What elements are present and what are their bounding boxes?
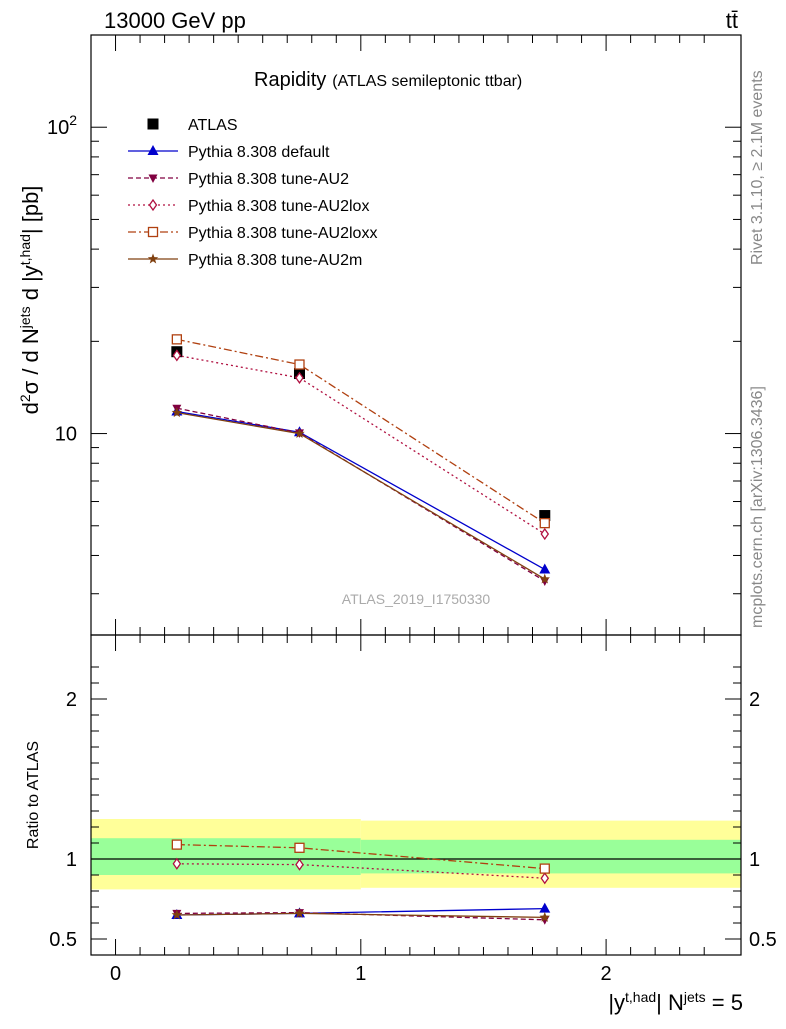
- legend-label: Pythia 8.308 default: [188, 144, 330, 161]
- chart-watermark: ATLAS_2019_I1750330: [342, 591, 491, 607]
- ytick-label-right: 1: [749, 849, 760, 871]
- data-point: [171, 909, 183, 920]
- series-line: [176, 354, 546, 535]
- ytick-label: 10: [55, 424, 77, 446]
- legend-marker: [147, 145, 159, 155]
- xtick-label: 0: [110, 963, 121, 985]
- xtick-label: 2: [601, 963, 612, 985]
- rivet-label: Rivet 3.1.10, ≥ 2.1M events: [749, 70, 766, 265]
- ytick-label: 1: [66, 849, 77, 871]
- legend-label: Pythia 8.308 tune-AU2loxx: [188, 225, 377, 242]
- ytick-label: 0.5: [49, 929, 77, 951]
- main-ylabel: d2σ / d Njets d |yt,had| [pb]: [17, 186, 43, 415]
- main-series-group: [171, 334, 551, 587]
- mcplots-label: mcplots.cern.ch [arXiv:1306.3436]: [749, 386, 766, 628]
- series-line: [176, 412, 546, 580]
- ratio-panel: 0.5 0.5 1 1 2 2 0 1 2 Ratio to ATLAS: [25, 634, 777, 985]
- legend-item-pythia-8-308-default: Pythia 8.308 default: [128, 144, 330, 161]
- xtick-label: 1: [355, 963, 366, 985]
- legend-item-pythia-8-308-tune-au2: Pythia 8.308 tune-AU2: [128, 171, 349, 188]
- data-point: [539, 563, 551, 574]
- series-pythia-8-308-tune-au2m: [171, 907, 550, 922]
- data-point: [294, 907, 305, 918]
- ratio-frame: [90, 634, 742, 956]
- series-pythia-8-308-tune-au2loxx: [171, 839, 550, 874]
- legend-marker: [148, 198, 158, 212]
- series-pythia-8-308-tune-au2: [172, 404, 550, 587]
- legend-item-pythia-8-308-tune-au2loxx: Pythia 8.308 tune-AU2loxx: [128, 225, 377, 242]
- series-pythia-8-308-tune-au2lox: [172, 857, 550, 885]
- legend-marker: [147, 118, 159, 130]
- data-point: [171, 407, 183, 418]
- series-line: [176, 407, 546, 582]
- legend-marker: [148, 174, 158, 183]
- energy-label: 13000 GeV pp: [104, 8, 246, 33]
- band-green: [91, 838, 361, 875]
- main-ytick-labels: 10 102: [47, 112, 77, 445]
- legend-item-pythia-8-308-tune-au2m: Pythia 8.308 tune-AU2m: [128, 252, 362, 269]
- ytick-label: 102: [47, 112, 77, 139]
- data-point: [539, 510, 551, 522]
- series-pythia-8-308-tune-au2m: [171, 407, 550, 584]
- data-point: [539, 573, 550, 584]
- chart-subtitle: (ATLAS semileptonic ttbar): [332, 73, 522, 90]
- ratio-ylabel: Ratio to ATLAS: [25, 741, 42, 849]
- ratio-ytick-labels: 0.5 0.5 1 1 2 2: [49, 689, 777, 951]
- data-point: [539, 902, 551, 913]
- legend: ATLAS Pythia 8.308 default Pythia 8.308 tu…: [128, 117, 377, 269]
- ytick-label-right: 2: [749, 689, 760, 711]
- data-point: [540, 872, 550, 885]
- data-point: [172, 857, 182, 870]
- chart-title: Rapidity: [254, 69, 326, 91]
- ratio-series-group: [171, 839, 551, 925]
- series-atlas: [171, 346, 551, 522]
- ratio-xtick-labels: 0 1 2: [110, 963, 612, 985]
- series-line: [176, 338, 546, 524]
- data-point: [294, 428, 305, 439]
- band-green: [360, 839, 741, 874]
- legend-item-pythia-8-308-tune-au2lox: Pythia 8.308 tune-AU2lox: [128, 198, 369, 215]
- process-label: tt̄: [726, 8, 738, 33]
- data-point: [539, 517, 550, 529]
- ratio-axis-ticks: [91, 635, 741, 955]
- main-panel: Rapidity (ATLAS semileptonic ttbar) ATLA…: [17, 34, 742, 636]
- series-pythia-8-308-tune-au2lox: [172, 349, 550, 541]
- data-point: [294, 842, 305, 853]
- legend-label: Pythia 8.308 tune-AU2: [188, 171, 349, 188]
- series-pythia-8-308-tune-au2loxx: [171, 334, 550, 529]
- ytick-label-right: 0.5: [749, 929, 777, 951]
- ratio-uncertainty-bands: [91, 819, 741, 890]
- data-point: [172, 349, 182, 362]
- data-point: [540, 527, 550, 541]
- data-point: [539, 911, 550, 922]
- legend-label: Pythia 8.308 tune-AU2m: [188, 252, 362, 269]
- main-axis-ticks: [91, 34, 741, 635]
- data-point: [171, 839, 182, 850]
- series-line: [176, 863, 545, 879]
- legend-marker: [147, 253, 159, 264]
- legend-marker: [147, 226, 159, 238]
- data-point: [171, 334, 182, 345]
- data-point: [295, 858, 304, 871]
- series-line: [176, 912, 545, 919]
- ytick-label: 2: [66, 689, 77, 711]
- legend-item-atlas: ATLAS: [147, 117, 238, 134]
- legend-label: ATLAS: [188, 117, 238, 134]
- legend-label: Pythia 8.308 tune-AU2lox: [188, 198, 369, 215]
- data-point: [539, 863, 550, 874]
- x-axis-title: |yt,had| Njets = 5: [608, 989, 743, 1015]
- data-point: [294, 359, 305, 370]
- data-point: [295, 371, 304, 384]
